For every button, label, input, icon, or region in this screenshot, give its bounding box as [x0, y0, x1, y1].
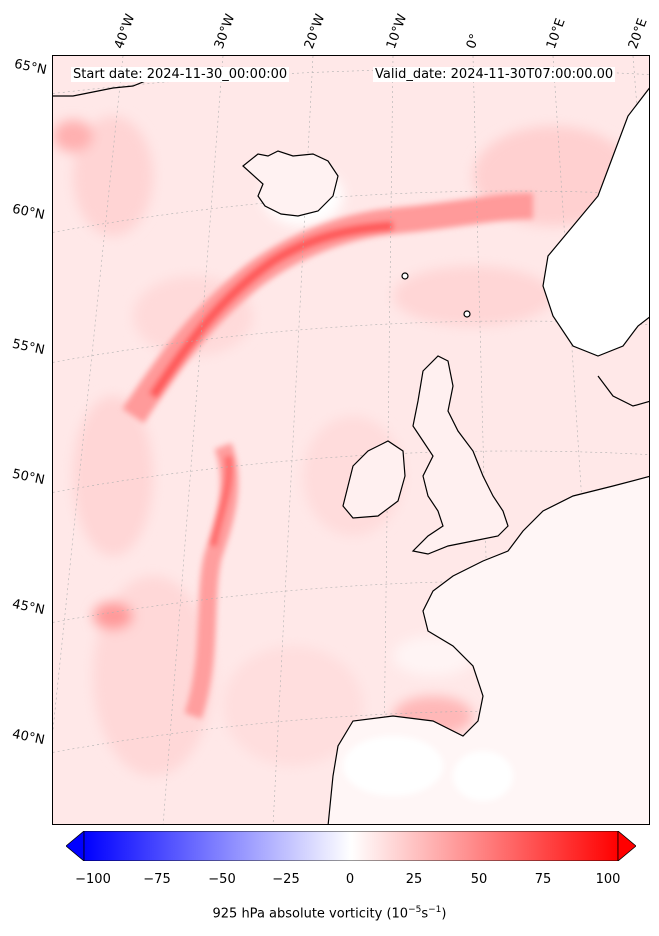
start-date-label: Start date: 2024-11-30_00:00:00: [71, 67, 290, 82]
valid-date-label: Valid_date: 2024-11-30T07:00:00.00: [373, 67, 616, 82]
cb-tick-50: 50: [470, 872, 488, 887]
cb-tick-25: 25: [405, 872, 423, 887]
lon-label-30w: 30°W: [211, 12, 239, 51]
cb-tick-neg25: −25: [272, 872, 300, 887]
lat-label-60n: 60°N: [10, 201, 46, 224]
cb-tick-0: 0: [345, 872, 355, 887]
coastlines: [53, 77, 649, 824]
iberia-field: [343, 736, 513, 801]
scandinavia-coast: [542, 87, 649, 357]
lon-label-10e: 10°E: [543, 16, 569, 51]
lat-label-40n: 40°N: [10, 726, 46, 749]
continent-coast: [327, 475, 649, 824]
lat-label-50n: 50°N: [10, 466, 46, 489]
great-britain-coast: [411, 355, 509, 555]
colorbar: [66, 831, 636, 861]
cb-tick-neg75: −75: [143, 872, 171, 887]
colorbar-label: 925 hPa absolute vorticity (10−5s−1): [212, 905, 447, 922]
map-canvas: [53, 56, 649, 824]
cb-tick-neg50: −50: [208, 872, 236, 887]
lon-label-20e: 20°E: [625, 16, 651, 51]
cb-tick-75: 75: [534, 872, 552, 887]
lat-label-55n: 55°N: [10, 336, 46, 359]
lon-label-10w: 10°W: [383, 12, 411, 51]
frontal-vorticity-band: [122, 193, 534, 719]
iceland-coast: [242, 150, 339, 217]
ireland-coast: [342, 440, 406, 519]
colorbar-high-extend: [617, 831, 636, 861]
cb-tick-neg100: −100: [75, 872, 111, 887]
lon-label-40w: 40°W: [111, 12, 139, 51]
lon-label-0: 0°: [463, 31, 484, 51]
lon-label-20w: 20°W: [301, 12, 329, 51]
colorbar-gradient: [83, 831, 619, 861]
lat-label-45n: 45°N: [10, 596, 46, 619]
vorticity-map: Start date: 2024-11-30_00:00:00 Valid_da…: [52, 55, 650, 825]
lat-label-65n: 65°N: [12, 56, 48, 79]
colorbar-low-extend: [66, 831, 85, 861]
cb-tick-100: 100: [595, 872, 621, 887]
